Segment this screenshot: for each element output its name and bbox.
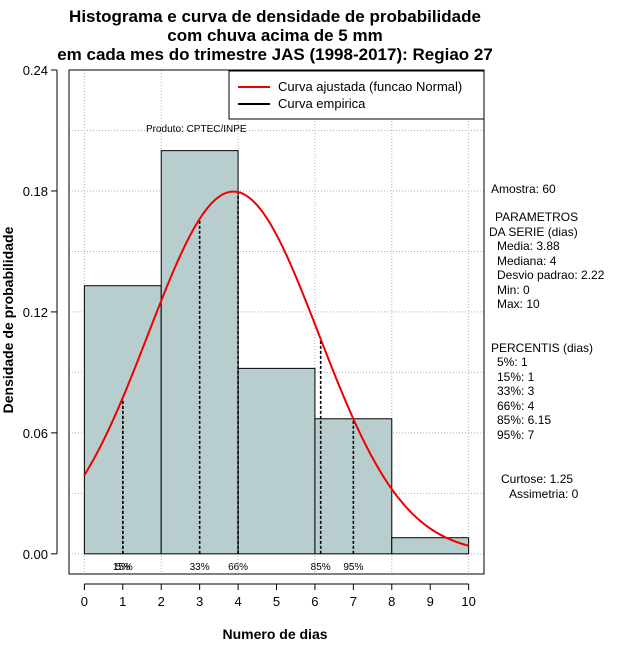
chart-title-line-1: Histograma e curva de densidade de proba… (69, 7, 481, 26)
x-tick-label-8: 8 (388, 594, 395, 609)
stat-mediana: Mediana: 4 (497, 254, 557, 268)
normal-curve (83, 190, 469, 547)
y-tick-label-3: 0.18 (23, 184, 48, 199)
histogram-bar-4 (391, 537, 470, 555)
percentile-label-2: 33% (190, 562, 210, 573)
stat-desvio: Desvio padrao: 2.22 (497, 268, 605, 282)
chart-title-line-3: em cada mes do trimestre JAS (1998-2017)… (57, 45, 493, 64)
plot-frame (68, 69, 485, 575)
histogram-bar-0 (83, 285, 162, 555)
x-tick-label-3: 3 (196, 594, 203, 609)
stat-params-header-1: PARAMETROS (495, 210, 578, 224)
normal-curve-layer (83, 190, 469, 547)
legend-label-fitted: Curva ajustada (funcao Normal) (278, 79, 462, 94)
stat-media: Media: 3.88 (497, 239, 560, 253)
legend-box (228, 70, 485, 120)
x-tick-label-4: 4 (234, 594, 241, 609)
legend: Curva ajustada (funcao Normal) Curva emp… (228, 70, 485, 120)
percentile-label-1: 15% (113, 562, 133, 573)
x-tick-label-2: 2 (158, 594, 165, 609)
y-tick-label-4: 0.24 (23, 63, 48, 78)
stat-percentis-header: PERCENTIS (dias) (491, 341, 593, 355)
y-tick-label-1: 0.06 (23, 426, 48, 441)
percentile-label-3: 66% (228, 562, 248, 573)
chart-title-line-2: com chuva acima de 5 mm (167, 26, 382, 45)
stat-assimetria: Assimetria: 0 (509, 487, 579, 501)
x-tick-label-1: 1 (119, 594, 126, 609)
stat-amostra: Amostra: 60 (491, 182, 556, 196)
stat-p5: 5%: 1 (497, 355, 528, 369)
stat-p85: 85%: 6.15 (497, 413, 551, 427)
x-axis-title: Numero de dias (222, 626, 327, 642)
stat-p95: 95%: 7 (497, 428, 535, 442)
stat-p66: 66%: 4 (497, 399, 535, 413)
stat-curtose: Curtose: 1.25 (501, 472, 573, 486)
legend-label-empirical: Curva empirica (278, 96, 366, 111)
percentile-label-0: 5% (116, 562, 131, 573)
x-tick-label-7: 7 (350, 594, 357, 609)
stat-min: Min: 0 (497, 283, 530, 297)
axes: 0 1 2 3 4 5 6 7 8 9 10 0.00 0.06 0.12 0.18 0.24 (23, 63, 476, 609)
y-tick-label-0: 0.00 (23, 547, 48, 562)
stat-params-header-2: DA SERIE (dias) (489, 225, 578, 239)
y-axis-title: Densidade de probabilidade (0, 226, 16, 413)
stat-p33: 33%: 3 (497, 384, 535, 398)
x-tick-label-9: 9 (427, 594, 434, 609)
stat-max: Max: 10 (497, 297, 540, 311)
y-tick-label-2: 0.12 (23, 305, 48, 320)
x-tick-label-6: 6 (311, 594, 318, 609)
x-tick-label-10: 10 (461, 594, 475, 609)
percentile-lines: 5%15% 33% 66% 85% 95% (113, 192, 363, 573)
x-tick-label-5: 5 (273, 594, 280, 609)
x-tick-label-0: 0 (81, 594, 88, 609)
stats-panel: Amostra: 60 PARAMETROS DA SERIE (dias) M… (489, 182, 605, 501)
percentile-label-4: 85% (311, 562, 331, 573)
histogram-bar-2 (237, 367, 316, 555)
stat-p15: 15%: 1 (497, 370, 535, 384)
product-label: Produto: CPTEC/INPE (146, 124, 247, 135)
percentile-label-5: 95% (343, 562, 363, 573)
